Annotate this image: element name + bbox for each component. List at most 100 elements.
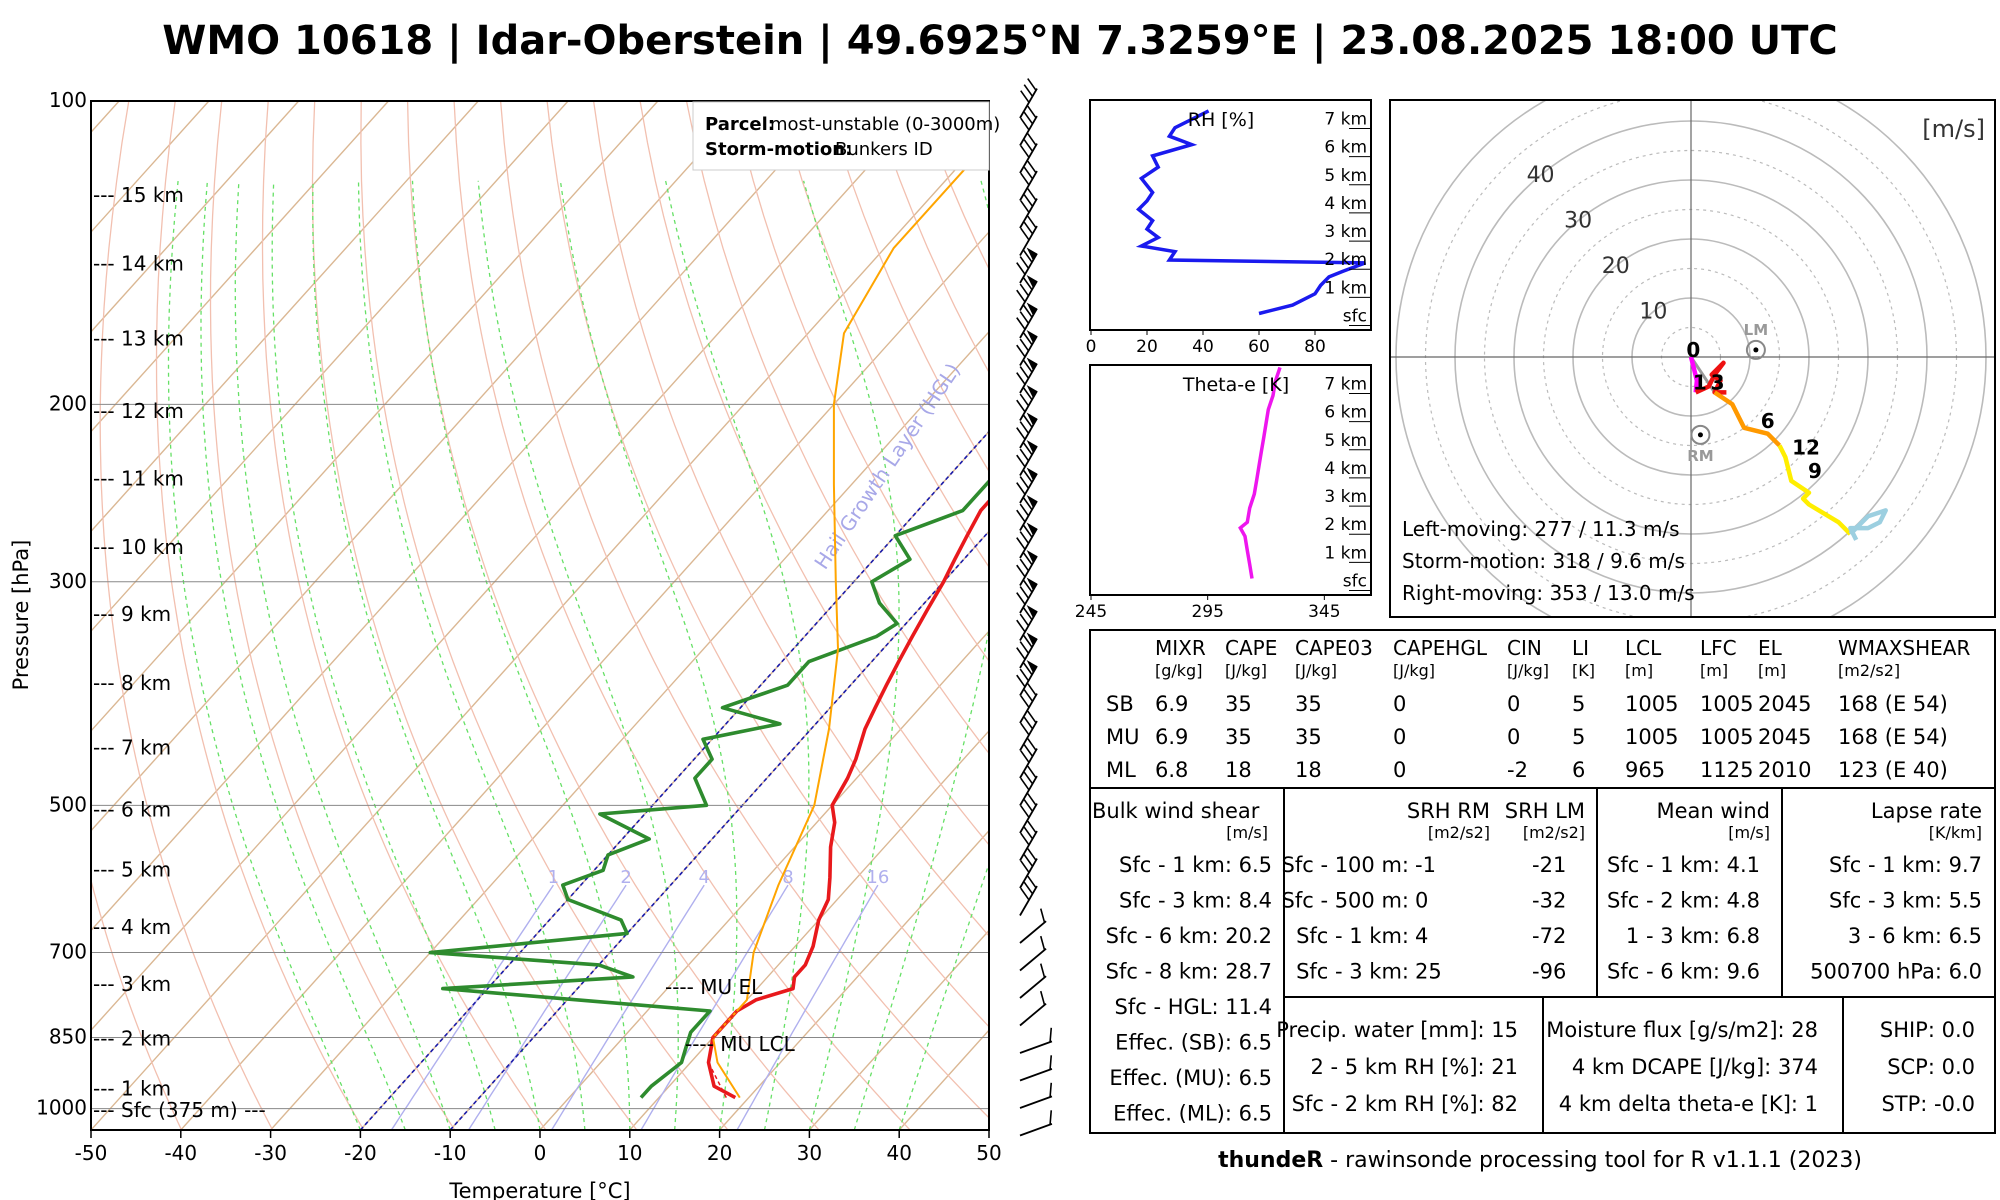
- height-label: --- 4 km: [93, 915, 171, 939]
- barb-feather: [1016, 372, 1026, 385]
- isotherm: [91, 101, 839, 932]
- wind-barb: [1019, 765, 1038, 806]
- srh-rm-header: SRH RM: [1407, 799, 1490, 823]
- barb-feather: [1020, 860, 1030, 873]
- x-tick-label: 20: [707, 1141, 732, 1165]
- param-unit: [m]: [1758, 661, 1786, 680]
- level-label: 1 km: [1324, 543, 1367, 563]
- isotherm: [539, 630, 989, 1130]
- param-cell: 1005: [1700, 725, 1753, 749]
- barb-flag: [1026, 550, 1037, 563]
- barb-flag: [1026, 522, 1037, 536]
- barb-feather: [1020, 200, 1030, 213]
- moist-adiabat: [357, 180, 586, 1130]
- thetae-axes: 7 km 6 km 5 km 4 km 3 km 2 km 1 km sfc 245 295 345…: [1075, 374, 1371, 622]
- barb-feather: [1023, 716, 1034, 730]
- mixing-ratio-label: 4: [698, 867, 709, 888]
- barb-feather: [1019, 503, 1030, 517]
- x-tick-label: 50: [976, 1141, 1001, 1165]
- barb-feather: [1016, 537, 1026, 550]
- barb-feather: [1027, 160, 1037, 174]
- barb-staff: [1019, 975, 1047, 999]
- wind-barb: [1016, 660, 1038, 696]
- barb-flag: [1026, 577, 1037, 591]
- barb-feather: [1027, 848, 1037, 861]
- barb-flag: [1026, 385, 1037, 398]
- barb-feather: [1027, 820, 1037, 834]
- dry-adiabat: [546, 101, 989, 1028]
- barb-feather: [1020, 777, 1030, 791]
- barb-feather: [1023, 84, 1034, 97]
- barb-feather: [1023, 799, 1034, 812]
- storm-motion-info: Left-moving: 277 / 11.3 m/s: [1402, 517, 1680, 541]
- dewpoint-profile: [428, 478, 989, 1099]
- height-label: --- 14 km: [93, 252, 184, 276]
- barb-feather: [1019, 393, 1030, 407]
- lapse-row: 500700 hPa: 6.0: [1810, 960, 1982, 984]
- lapse-row: 3 - 6 km: 6.5: [1848, 924, 1982, 948]
- thetae-frame: [1089, 364, 1372, 596]
- bulk-row: Sfc - 8 km: 28.7: [1106, 960, 1272, 984]
- wind-barb: [1019, 1110, 1053, 1137]
- parcel-value: most-unstable (0-3000m): [770, 114, 1000, 135]
- moisture-flux-row: 4 km DCAPE [J/kg]: 374: [1572, 1055, 1818, 1079]
- param-cell: 18: [1225, 758, 1252, 782]
- wind-barb: [1016, 440, 1038, 476]
- moist-adiabat: [853, 180, 989, 1130]
- param-unit: [g/kg]: [1155, 661, 1202, 680]
- param-cell: 35: [1295, 692, 1322, 716]
- barb-feather: [1023, 250, 1033, 263]
- x-tick-label: 345: [1308, 602, 1340, 622]
- hodo-ring-label: 10: [1639, 300, 1667, 325]
- moist-adiabat: [271, 180, 496, 1130]
- x-tick-label: 0: [1086, 337, 1097, 357]
- wind-barb: [1016, 247, 1038, 284]
- barb-flag: [1026, 495, 1037, 508]
- mixing-ratio-label: 1: [548, 867, 559, 888]
- dry-adiabat: [778, 101, 989, 569]
- barb-feather: [1020, 172, 1030, 186]
- isotherm: [449, 530, 989, 1130]
- moist-adiabat: [167, 180, 361, 1130]
- level-label: 7 km: [1324, 109, 1367, 129]
- wind-barb: [1019, 1027, 1053, 1054]
- hodo-segment: [1777, 444, 1852, 536]
- hodo-height-label: 9: [1808, 459, 1822, 483]
- param-cell: 5: [1572, 692, 1585, 716]
- lapse-row: Sfc - 3 km: 5.5: [1829, 889, 1982, 913]
- param-cell: SB: [1106, 692, 1134, 716]
- barb-feather: [1027, 710, 1037, 724]
- barb-feather: [1023, 635, 1033, 648]
- param-unit: [m]: [1625, 661, 1653, 680]
- pressure-tick-label: 1000: [36, 1096, 87, 1120]
- wind-barb: [1016, 632, 1038, 669]
- isotherm: [91, 101, 300, 333]
- param-cell: 1005: [1700, 692, 1753, 716]
- param-cell: ML: [1106, 758, 1136, 782]
- barb-feather: [1016, 619, 1026, 633]
- barb-feather: [1016, 317, 1026, 330]
- footer-text: - rawinsonde processing tool for R v1.1.…: [1323, 1148, 1862, 1173]
- pressure-tick-label: 300: [49, 569, 87, 593]
- barb-feather: [1023, 580, 1033, 593]
- mixing-ratio-label: 8: [782, 867, 793, 888]
- level-label: 2 km: [1324, 515, 1367, 535]
- barb-feather: [1027, 105, 1037, 119]
- param-cell: 0: [1393, 758, 1406, 782]
- bulk-row: Effec. (MU): 6.5: [1109, 1066, 1272, 1090]
- level-label: 3 km: [1324, 222, 1367, 242]
- dry-adiabat: [592, 101, 989, 937]
- barb-feather: [1023, 277, 1033, 291]
- level-label: 6 km: [1324, 403, 1367, 423]
- lapse-title: Lapse rate: [1871, 799, 1982, 823]
- barb-feather: [1016, 262, 1026, 275]
- level-label: 4 km: [1324, 194, 1367, 214]
- barb-feather: [1016, 427, 1026, 440]
- barb-staff: [1019, 88, 1038, 119]
- height-label: --- 8 km: [93, 671, 171, 695]
- rh-frame: [1089, 99, 1372, 331]
- barb-feather: [1016, 592, 1026, 605]
- barb-feather: [1027, 188, 1037, 201]
- isotherm: [91, 101, 659, 732]
- wind-barb: [1016, 412, 1038, 449]
